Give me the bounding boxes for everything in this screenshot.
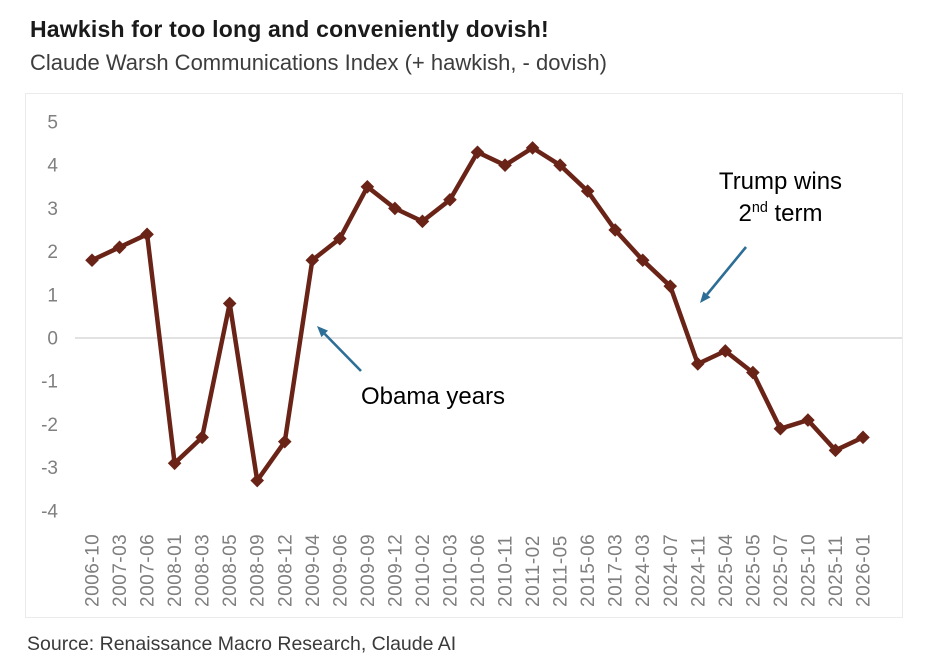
annotation-trump-line2: 2nd term xyxy=(738,200,823,227)
x-axis-tick-label: 2025-05 xyxy=(743,534,764,607)
annotation-arrow-obama-years-arrow xyxy=(317,326,362,372)
chart-subtitle: Claude Warsh Communications Index (+ haw… xyxy=(30,50,607,75)
x-axis-tick-label: 2015-06 xyxy=(578,534,599,607)
x-axis-tick-label: 2017-03 xyxy=(606,534,627,607)
annotation-trump-line1: Trump wins xyxy=(718,168,843,195)
x-axis-tick-label: 2025-04 xyxy=(716,534,737,607)
x-axis-tick-label: 2025-10 xyxy=(798,534,819,607)
x-axis-tick-label: 2008-05 xyxy=(220,534,241,607)
y-axis-tick-label: -3 xyxy=(41,458,58,479)
x-axis-tick-label: 2011-02 xyxy=(523,535,544,607)
y-axis-tick-label: -2 xyxy=(41,415,58,436)
x-axis-tick-label: 2010-03 xyxy=(441,534,462,607)
plot-frame xyxy=(25,93,903,618)
source-note: Source: Renaissance Macro Research, Clau… xyxy=(27,633,457,655)
x-axis-tick-label: 2008-12 xyxy=(275,534,296,607)
x-axis-tick-label: 2008-09 xyxy=(248,534,269,607)
y-axis-tick-label: 5 xyxy=(47,113,58,134)
annotation-arrow-trump-term-arrow xyxy=(700,246,748,303)
x-axis-tick-label: 2007-03 xyxy=(110,534,131,607)
y-axis-tick-label: 2 xyxy=(47,242,58,263)
y-axis-tick-label: 1 xyxy=(47,285,58,306)
x-axis-tick-label: 2026-01 xyxy=(854,534,875,607)
x-axis-tick-label: 2011-05 xyxy=(551,535,572,607)
y-axis-tick-label: 4 xyxy=(47,156,58,177)
x-axis-tick-label: 2009-06 xyxy=(330,534,351,607)
x-axis-tick-label: 2009-04 xyxy=(303,534,324,607)
y-axis-tick-label: -4 xyxy=(41,501,58,522)
x-axis-tick-label: 2025-11 xyxy=(826,535,847,607)
x-axis-tick-label: 2010-11 xyxy=(496,535,517,607)
x-axis-tick-label: 2024-07 xyxy=(661,534,682,607)
x-axis-tick-label: 2008-03 xyxy=(193,534,214,607)
x-axis-tick-label: 2006-10 xyxy=(83,534,104,607)
x-axis-tick-label: 2010-06 xyxy=(468,534,489,607)
chart-title: Hawkish for too long and conveniently do… xyxy=(30,16,549,42)
y-axis-tick-label: 3 xyxy=(47,199,58,220)
x-axis-tick-label: 2010-02 xyxy=(413,534,434,607)
ordinal-superscript: nd xyxy=(751,200,768,216)
x-axis-tick-label: 2025-07 xyxy=(771,534,792,607)
annotation-obama-years: Obama years xyxy=(361,381,505,413)
x-axis-tick-label: 2024-03 xyxy=(633,534,654,607)
x-axis-tick-label: 2009-12 xyxy=(385,534,406,607)
x-axis-tick-label: 2009-09 xyxy=(358,534,379,607)
annotation-trump-second-term: Trump wins 2nd term xyxy=(693,166,868,230)
x-axis-tick-label: 2007-06 xyxy=(138,534,159,607)
y-axis-tick-label: -1 xyxy=(41,372,58,393)
annotation-obama-label: Obama years xyxy=(361,383,506,410)
x-axis-tick-label: 2008-01 xyxy=(165,534,186,607)
y-axis-tick-label: 0 xyxy=(47,329,58,350)
x-axis-tick-label: 2024-11 xyxy=(688,535,709,607)
